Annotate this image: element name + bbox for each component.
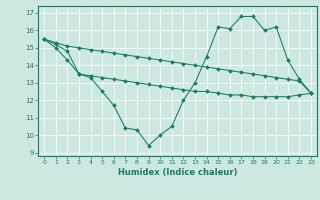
X-axis label: Humidex (Indice chaleur): Humidex (Indice chaleur) xyxy=(118,168,237,177)
